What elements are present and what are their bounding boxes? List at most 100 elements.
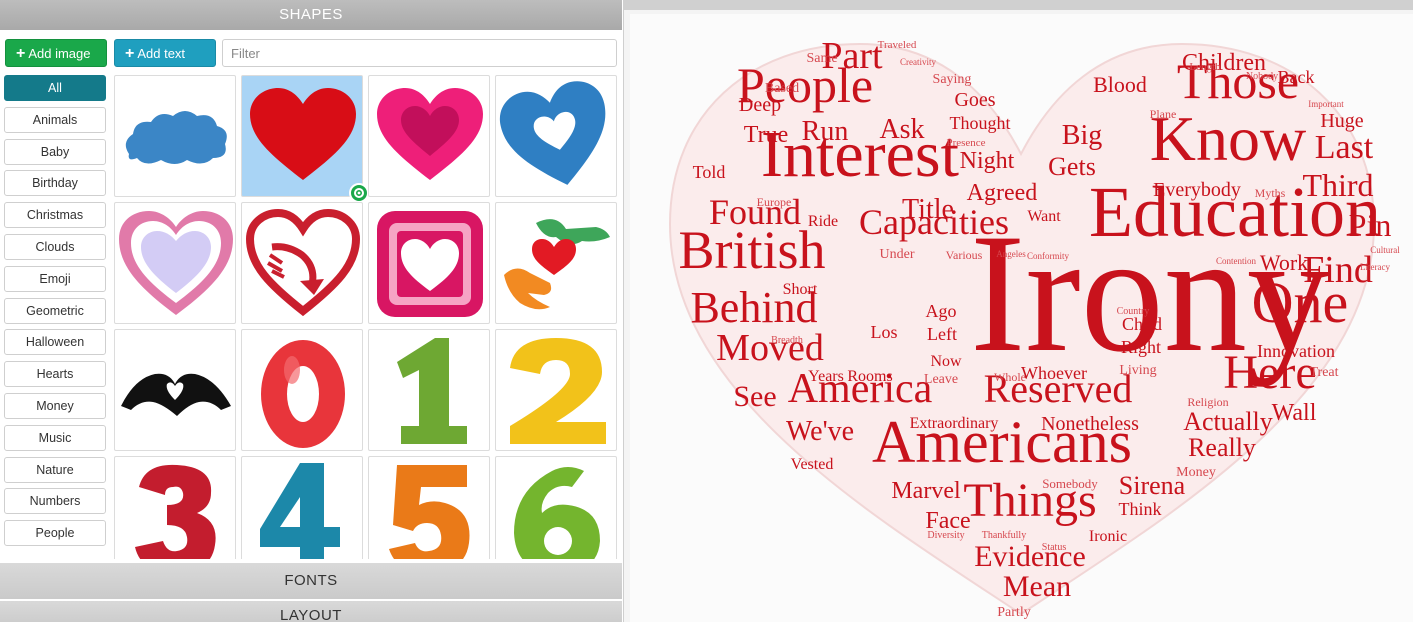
framed-heart-shape-icon bbox=[377, 211, 483, 317]
shape-tile-number-0[interactable] bbox=[241, 329, 363, 451]
category-christmas[interactable]: Christmas bbox=[4, 202, 106, 229]
word-back: Back bbox=[1278, 67, 1315, 87]
shape-tile-number-3[interactable] bbox=[114, 456, 236, 559]
category-people[interactable]: People bbox=[4, 520, 106, 547]
word-diversity: Diversity bbox=[927, 530, 964, 541]
word-los: Los bbox=[871, 322, 898, 342]
number-0-shape-icon bbox=[261, 340, 345, 448]
shape-tile-number-6[interactable] bbox=[495, 456, 617, 559]
word-nonetheless: Nonetheless bbox=[1041, 413, 1139, 435]
word-breadth: Breadth bbox=[771, 335, 803, 346]
word-ironic: Ironic bbox=[1089, 528, 1127, 545]
add-text-label: Add text bbox=[137, 46, 186, 61]
word-run: Run bbox=[802, 116, 849, 147]
shape-tile-heart-arrow[interactable] bbox=[241, 202, 363, 324]
word-interest: Interest bbox=[761, 118, 959, 191]
shape-tile-cloud[interactable] bbox=[114, 75, 236, 197]
word-whole: Whole bbox=[994, 370, 1026, 384]
category-all[interactable]: All bbox=[4, 75, 106, 101]
word-thought: Thought bbox=[950, 113, 1011, 133]
word-marvel: Marvel bbox=[891, 478, 961, 504]
shape-tile-number-5[interactable] bbox=[368, 456, 490, 559]
preview-toolbar bbox=[624, 0, 1413, 10]
category-geometric[interactable]: Geometric bbox=[4, 297, 106, 324]
word-americans: Americans bbox=[872, 409, 1132, 475]
word-extraordinary: Extraordinary bbox=[910, 415, 999, 432]
word-british: British bbox=[678, 220, 825, 280]
word-angeles: Angeles bbox=[996, 249, 1026, 259]
word-children: Children bbox=[1182, 50, 1266, 76]
number-6-shape-icon bbox=[514, 467, 600, 559]
word-pin: Pin bbox=[1349, 207, 1392, 243]
word-cloud-canvas[interactable]: Irony Education Interest Know People Those Ame… bbox=[630, 14, 1413, 622]
shape-tile-number-4[interactable] bbox=[241, 456, 363, 559]
word-education: Education bbox=[1089, 172, 1381, 252]
category-baby[interactable]: Baby bbox=[4, 138, 106, 165]
word-night: Night bbox=[960, 148, 1015, 174]
number-3-shape-icon bbox=[135, 464, 216, 559]
word-america: America bbox=[788, 366, 933, 412]
category-music[interactable]: Music bbox=[4, 424, 106, 451]
word-traveled: Traveled bbox=[878, 39, 917, 51]
word-those: Those bbox=[1177, 53, 1299, 109]
add-image-button[interactable]: + Add image bbox=[5, 39, 107, 67]
word-really: Really bbox=[1188, 433, 1256, 462]
shape-tile-hand-heart[interactable] bbox=[114, 329, 236, 451]
shape-tile-framed-heart[interactable] bbox=[368, 202, 490, 324]
word-status: Status bbox=[1042, 542, 1067, 553]
fonts-section-header[interactable]: FONTS bbox=[0, 563, 622, 599]
word-years: Years bbox=[808, 368, 844, 385]
word-plane: Plane bbox=[1150, 107, 1177, 121]
word-short: Short bbox=[783, 281, 818, 298]
shapes-section-header[interactable]: SHAPES bbox=[0, 0, 622, 30]
category-hearts[interactable]: Hearts bbox=[4, 361, 106, 388]
category-numbers[interactable]: Numbers bbox=[4, 488, 106, 515]
pink-double-heart-shape-icon bbox=[377, 88, 483, 180]
word-work: Work bbox=[1260, 250, 1308, 275]
word-third: Third bbox=[1302, 167, 1373, 203]
blue-heart-shape-icon bbox=[499, 81, 606, 185]
gear-icon[interactable] bbox=[349, 183, 369, 203]
shape-tile-number-2[interactable] bbox=[495, 329, 617, 451]
word-important: Important bbox=[1308, 99, 1344, 109]
word-nobody: Nobody bbox=[1246, 71, 1278, 82]
word-gets: Gets bbox=[1048, 152, 1096, 181]
category-birthday[interactable]: Birthday bbox=[4, 170, 106, 197]
shape-tile-lilac-heart[interactable] bbox=[114, 202, 236, 324]
word-literacy: Literacy bbox=[1360, 262, 1390, 272]
word-here: Here bbox=[1223, 346, 1316, 399]
shape-tile-red-heart[interactable] bbox=[241, 75, 369, 203]
word-last: Last bbox=[1315, 129, 1374, 166]
word-agreed: Agreed bbox=[967, 180, 1038, 206]
shape-tile-number-1[interactable] bbox=[368, 329, 490, 451]
word-behind: Behind bbox=[690, 283, 817, 332]
category-halloween[interactable]: Halloween bbox=[4, 329, 106, 356]
word-evidence: Evidence bbox=[974, 540, 1086, 573]
heart-arrow-shape-icon bbox=[245, 208, 361, 317]
category-nature[interactable]: Nature bbox=[4, 456, 106, 483]
hand-heart-shape-icon bbox=[121, 373, 231, 416]
category-money[interactable]: Money bbox=[4, 392, 106, 419]
cloud-shape-icon bbox=[125, 111, 227, 164]
number-2-shape-icon bbox=[510, 338, 606, 444]
category-emoji[interactable]: Emoji bbox=[4, 265, 106, 292]
word-capacities: Capacities bbox=[859, 202, 1009, 242]
word-things: Things bbox=[963, 474, 1096, 527]
layout-section-header[interactable]: LAYOUT bbox=[0, 601, 622, 622]
category-animals[interactable]: Animals bbox=[4, 106, 106, 133]
filter-input[interactable] bbox=[222, 39, 617, 67]
word-sirena: Sirena bbox=[1119, 471, 1186, 500]
add-text-button[interactable]: + Add text bbox=[114, 39, 216, 67]
word-presence: Presence bbox=[946, 137, 985, 149]
word-told: Told bbox=[693, 162, 726, 182]
word-reserved: Reserved bbox=[984, 366, 1133, 411]
shape-tile-blue-heart[interactable] bbox=[495, 75, 617, 197]
word-living: Living bbox=[1119, 363, 1156, 378]
shape-tile-hands-heart[interactable] bbox=[495, 202, 617, 324]
word-europe: Europe bbox=[757, 195, 792, 209]
word-left: Left bbox=[927, 324, 957, 344]
shape-tile-pink-heart[interactable] bbox=[368, 75, 490, 197]
word-goes: Goes bbox=[954, 89, 995, 111]
category-clouds[interactable]: Clouds bbox=[4, 233, 106, 260]
